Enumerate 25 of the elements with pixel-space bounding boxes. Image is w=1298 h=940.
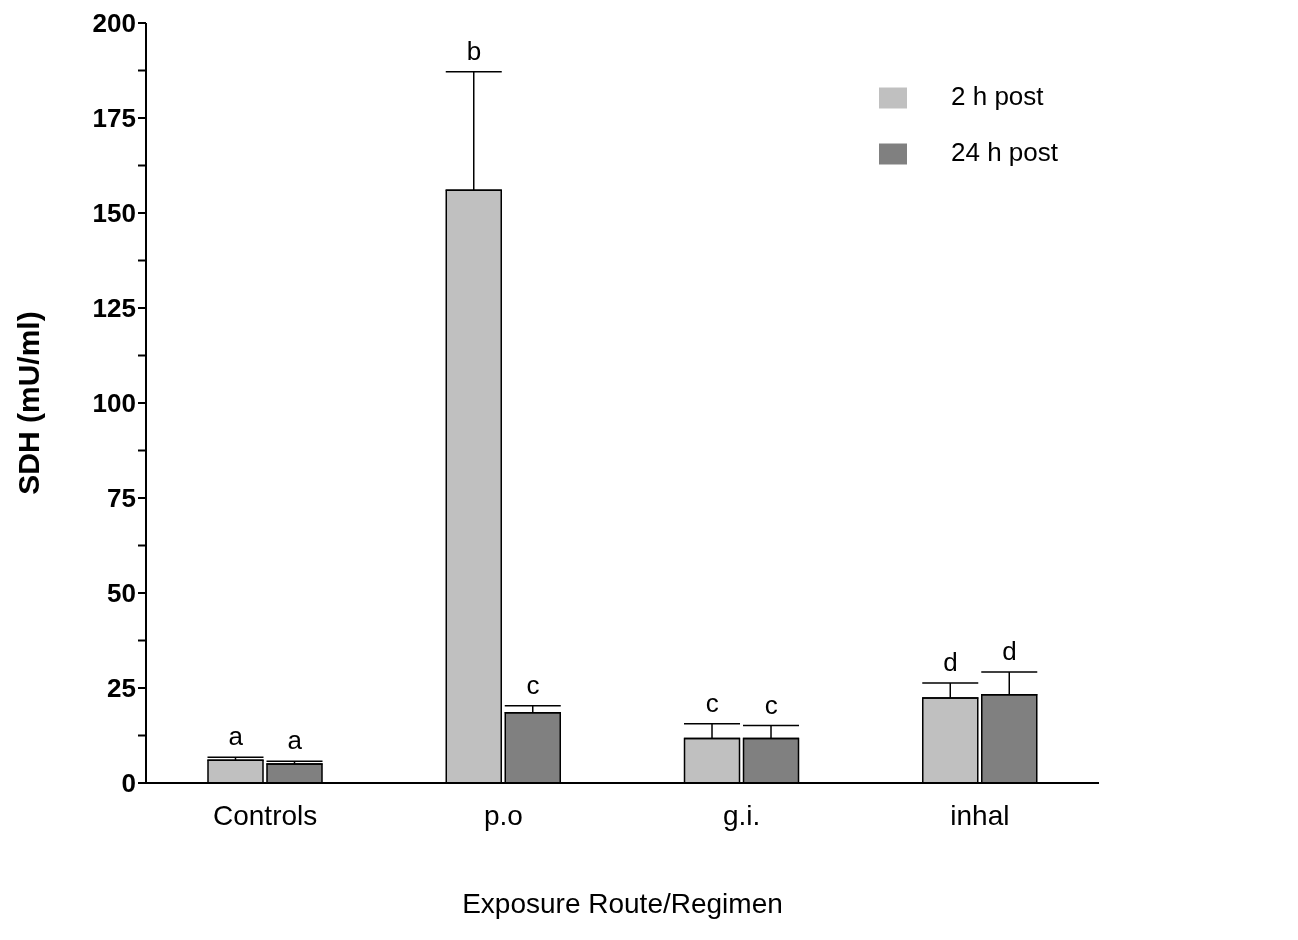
x-tick-label: p.o [483,799,523,831]
y-tick-label: 50 [107,578,136,609]
annotation: c [705,687,719,718]
annotation: c [764,689,778,720]
x-axis-title: Exposure Route/Regimen [462,888,783,919]
annotation: b [466,35,482,66]
y-tick-label: 200 [92,8,136,39]
y-tick-label: 25 [107,673,136,704]
legend-label: 24 h post [951,137,1058,167]
x-tick-label: Controls [212,799,318,831]
annotation: d [943,647,958,678]
x-tick-label: g.i. [722,799,761,831]
y-axis-title: SDH (mU/ml) [11,311,45,495]
annotation: a [228,721,244,752]
annotation: d [1002,636,1017,667]
legend-label: 2 h post [951,81,1044,111]
y-tick-label: 150 [92,198,136,229]
y-tick-label: 125 [92,293,136,324]
y-tick-label: 75 [107,483,136,514]
annotation: c [526,669,540,700]
x-tick-label: inhal [950,799,1010,831]
annotation: a [287,725,303,756]
y-tick-label: 175 [92,103,136,134]
y-tick-label: 0 [121,768,136,799]
y-tick-label: 100 [92,388,136,419]
